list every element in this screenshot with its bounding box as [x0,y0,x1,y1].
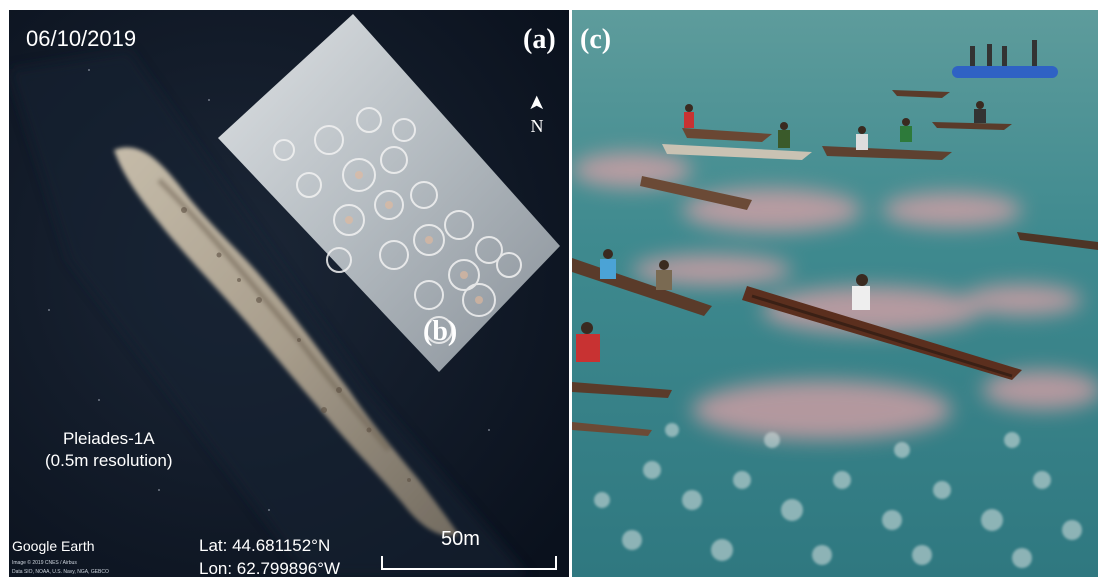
google-earth-logo: Google Earth [12,538,95,554]
panel-label-b: (b) [423,316,458,347]
latitude-readout: Lat: 44.681152°N [199,536,331,555]
north-letter: N [530,116,544,136]
image-credit: Image © 2019 CNES / Airbus [12,560,77,566]
sensor-resolution: (0.5m resolution) [45,451,173,470]
satellite-panel: 06/10/2019 (a) (b) ➤ N Pleiades-1A (0.5m… [9,10,569,577]
sensor-name: Pleiades-1A [62,429,155,448]
panel-label-a: (a) [523,24,556,55]
north-arrow-glyph: ➤ [526,94,548,112]
north-arrow-icon: ➤ N [517,92,557,152]
image-date: 06/10/2019 [26,26,137,51]
lagoon-photo-panel: (c) [572,10,1098,577]
satellite-image [9,10,569,577]
longitude-readout: Lon: 62.799896°W [199,559,341,577]
data-credit: Data SIO, NOAA, U.S. Navy, NGA, GEBCO [12,569,109,575]
sensor-label: Pleiades-1A (0.5m resolution) [45,428,173,472]
lagoon-photo [572,10,1098,577]
scale-label: 50m [441,528,480,550]
scale-bar [381,556,557,570]
panel-label-c: (c) [580,24,612,55]
boats [572,40,1098,436]
